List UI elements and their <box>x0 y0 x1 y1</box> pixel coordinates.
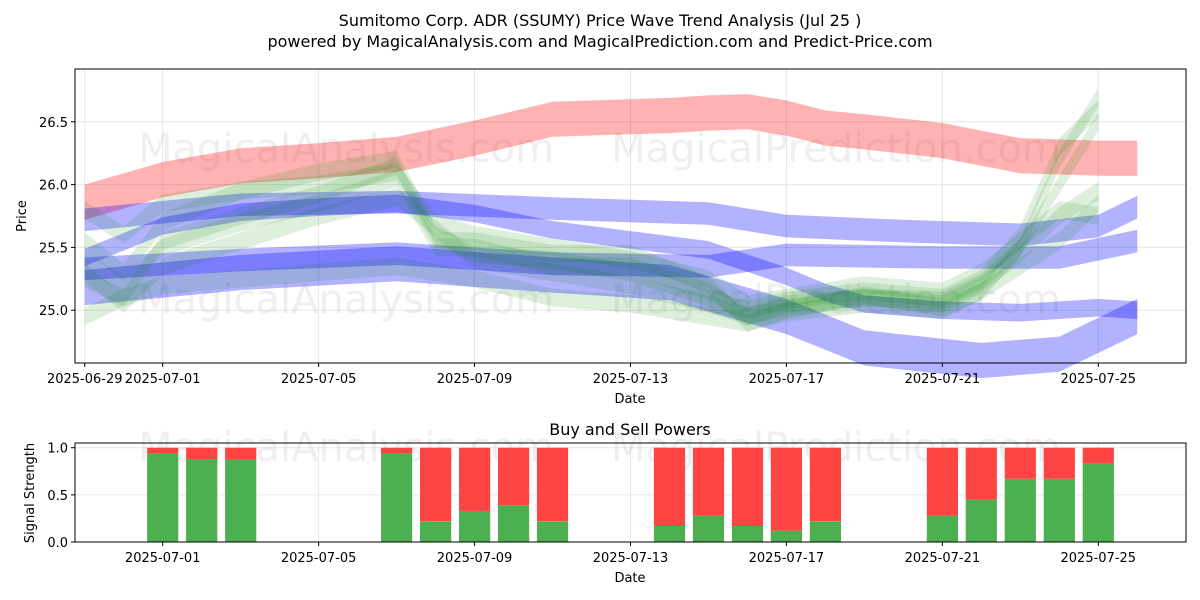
green-wave-band-7 <box>84 182 1099 326</box>
buy-power-bar <box>536 521 569 542</box>
buy-power-bar <box>498 505 530 542</box>
green-wave-band-8 <box>84 194 1099 332</box>
buy-power-bar <box>926 515 958 542</box>
blue-wave-band-4 <box>84 246 1138 379</box>
price-x-tick-label: 2025-07-05 <box>281 372 357 387</box>
price-x-tick-label: 2025-07-13 <box>593 372 669 387</box>
power-x-tick-label: 2025-07-01 <box>125 551 201 566</box>
power-plot-area <box>75 443 1186 542</box>
buy-power-bar <box>653 526 686 542</box>
blue-wave-band-2 <box>84 190 1138 247</box>
price-x-tick-label: 2025-07-17 <box>749 372 825 387</box>
price-plot-area <box>75 69 1186 363</box>
power-x-tick-label: 2025-07-09 <box>437 551 513 566</box>
power-y-axis-label: Signal Strength <box>23 443 38 543</box>
sell-power-bar <box>653 447 686 526</box>
sell-power-bar <box>770 447 802 531</box>
price-x-tick-label: 2025-07-25 <box>1061 372 1137 387</box>
buy-power-bar <box>459 510 491 542</box>
chart-title-line-2: powered by MagicalAnalysis.com and Magic… <box>267 32 932 51</box>
price-bands <box>84 87 1138 379</box>
power-x-axis-label: Date <box>614 571 645 586</box>
buy-power-bar <box>225 459 257 542</box>
blue-wave-band-1 <box>84 194 1138 322</box>
sell-power-bar <box>147 447 179 454</box>
power-bars <box>147 447 1114 542</box>
power-ticks: 2025-07-01 2025-07-05 2025-07-09 2025-07-13… <box>47 442 1136 566</box>
green-wave-band-10 <box>84 113 1099 326</box>
price-y-tick-label: 25.0 <box>39 304 68 319</box>
buy-power-bar <box>1004 478 1036 542</box>
sell-power-bar <box>420 447 452 522</box>
sell-power-bar <box>965 447 997 500</box>
watermark-prediction-top: MagicalPrediction.com <box>611 126 1061 172</box>
price-ticks: 2025-06-29 2025-07-01 2025-07-05 2025-07-09… <box>39 116 1136 387</box>
sell-power-bar <box>926 447 958 516</box>
price-y-tick-label: 26.0 <box>39 179 68 194</box>
buy-power-bar <box>147 453 179 542</box>
sell-power-bar <box>731 447 764 526</box>
power-x-tick-label: 2025-07-13 <box>593 551 669 566</box>
price-panel: MagicalAnalysis.com MagicalPrediction.co… <box>15 68 1187 407</box>
power-panel: Buy and Sell Powers MagicalAnalysis.com … <box>23 420 1187 586</box>
price-grid <box>75 69 1186 363</box>
power-y-tick-label: 0.0 <box>47 536 68 551</box>
sell-power-bar <box>1004 447 1036 479</box>
price-x-tick-label: 2025-07-09 <box>437 372 513 387</box>
price-y-tick-label: 25.5 <box>39 241 68 256</box>
sell-power-bar <box>692 447 725 516</box>
sell-power-bar <box>536 447 569 522</box>
sell-power-bar <box>381 447 413 454</box>
buy-power-bar <box>809 521 841 542</box>
sell-power-bar <box>1043 447 1075 479</box>
sell-power-bar <box>809 447 841 522</box>
buy-power-bar <box>186 459 218 542</box>
price-x-tick-label: 2025-07-21 <box>905 372 981 387</box>
sell-power-bar <box>498 447 530 506</box>
buy-power-bar <box>1082 463 1114 542</box>
buy-power-bar <box>420 521 452 542</box>
watermark-analysis-bottom: MagicalAnalysis.com <box>138 277 554 323</box>
buy-power-bar <box>965 499 997 542</box>
power-x-tick-label: 2025-07-05 <box>281 551 357 566</box>
buy-power-bar <box>381 453 413 542</box>
sell-power-bar <box>1082 447 1114 464</box>
price-y-tick-label: 26.5 <box>39 116 68 131</box>
sell-power-bar <box>459 447 491 511</box>
price-x-tick-label: 2025-07-01 <box>125 372 201 387</box>
watermark-analysis-top: MagicalAnalysis.com <box>138 126 554 172</box>
power-chart-title: Buy and Sell Powers <box>549 420 711 439</box>
price-y-axis-label: Price <box>15 200 30 232</box>
power-x-tick-label: 2025-07-17 <box>749 551 825 566</box>
price-x-tick-label: 2025-06-29 <box>47 372 123 387</box>
buy-power-bar <box>731 526 764 542</box>
buy-power-bar <box>692 515 725 542</box>
power-x-tick-label: 2025-07-21 <box>905 551 981 566</box>
sell-power-bar <box>225 447 257 459</box>
buy-power-bar <box>1043 478 1075 542</box>
power-y-tick-label: 1.0 <box>47 442 68 457</box>
watermark-prediction-bottom: MagicalPrediction.com <box>611 277 1061 323</box>
price-x-axis-label: Date <box>614 392 645 407</box>
red-wave-band-0 <box>84 94 1138 220</box>
buy-power-bar <box>770 530 802 542</box>
blue-wave-band-3 <box>84 229 1138 281</box>
chart-title-line-1: Sumitomo Corp. ADR (SSUMY) Price Wave Tr… <box>339 11 862 30</box>
power-y-tick-label: 0.5 <box>47 489 68 504</box>
power-x-tick-label: 2025-07-25 <box>1061 551 1137 566</box>
green-wave-band-5 <box>84 87 1099 332</box>
sell-power-bar <box>186 447 218 459</box>
